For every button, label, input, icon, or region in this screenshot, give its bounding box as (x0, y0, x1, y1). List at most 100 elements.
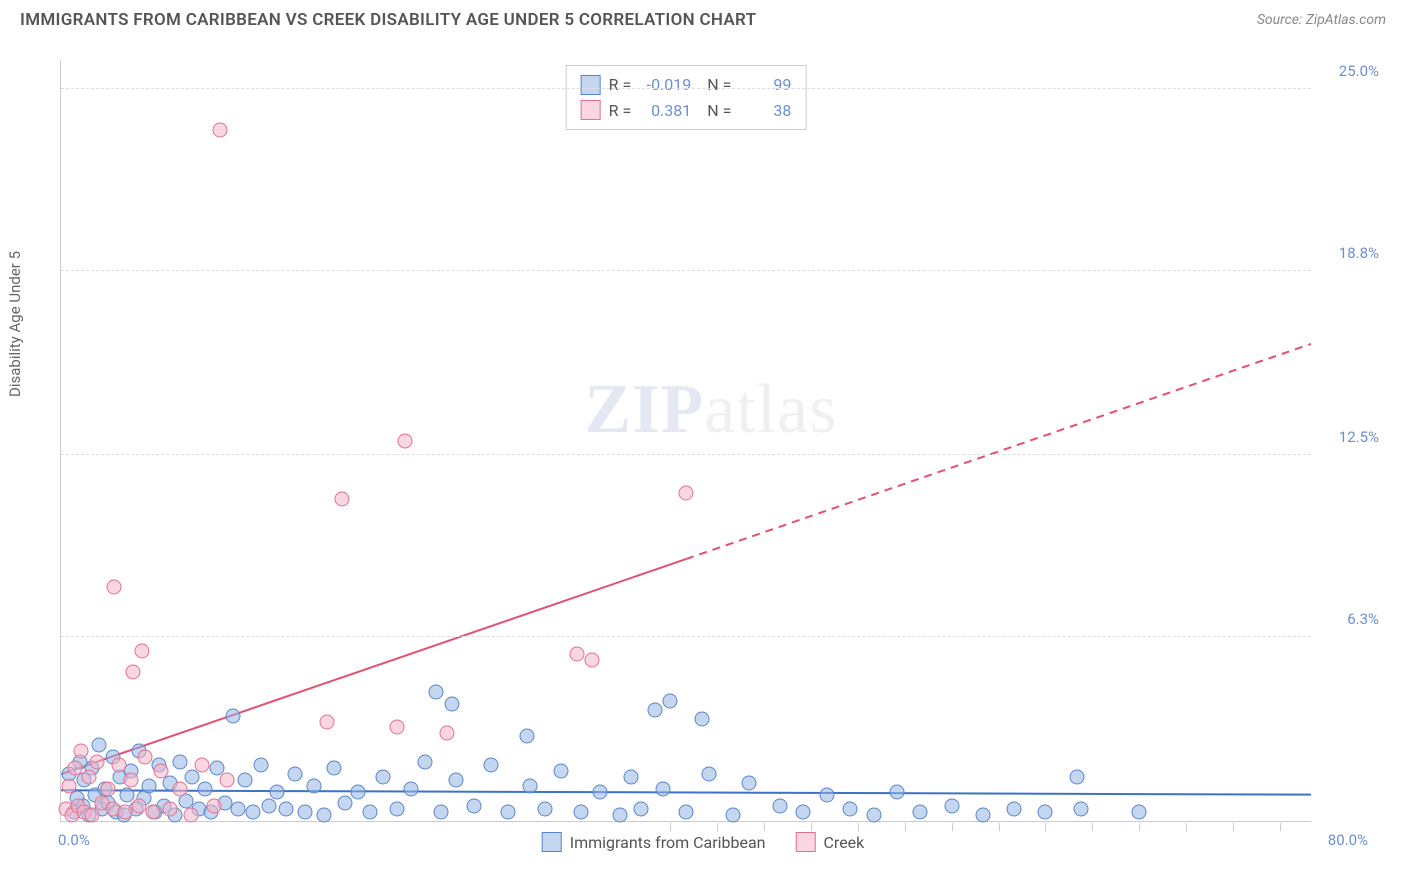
data-point (389, 720, 404, 735)
data-point (1069, 770, 1084, 785)
data-point (796, 805, 811, 820)
data-point (1038, 805, 1053, 820)
data-point (254, 758, 269, 773)
data-point (146, 805, 161, 820)
trend-lines (61, 60, 1311, 821)
data-point (363, 805, 378, 820)
data-point (500, 805, 515, 820)
data-point (82, 770, 97, 785)
data-point (124, 773, 139, 788)
data-point (522, 778, 537, 793)
x-tick (1045, 823, 1046, 831)
data-point (741, 775, 756, 790)
data-point (975, 808, 990, 823)
data-point (633, 802, 648, 817)
data-point (574, 805, 589, 820)
data-point (624, 770, 639, 785)
data-point (91, 737, 106, 752)
x-axis-max-label: 80.0% (1328, 831, 1368, 849)
data-point (89, 755, 104, 770)
source-prefix: Source: (1257, 12, 1306, 28)
legend-row-pink: R = 0.381 N = 38 (581, 98, 792, 124)
swatch-pink-icon (581, 100, 601, 120)
data-point (125, 664, 140, 679)
r-label: R = (609, 72, 632, 98)
data-point (172, 781, 187, 796)
data-point (316, 808, 331, 823)
y-tick-label: 25.0% (1339, 62, 1379, 80)
x-tick (952, 823, 953, 831)
data-point (647, 702, 662, 717)
chart-title: IMMIGRANTS FROM CARIBBEAN VS CREEK DISAB… (20, 10, 756, 30)
x-tick (717, 823, 718, 831)
gridline (61, 270, 1311, 271)
gridline (61, 88, 1311, 89)
x-tick (999, 823, 1000, 831)
data-point (132, 799, 147, 814)
data-point (679, 805, 694, 820)
x-tick (905, 823, 906, 831)
data-point (350, 784, 365, 799)
legend-item-pink: Creek (796, 832, 865, 852)
data-point (375, 770, 390, 785)
data-point (230, 802, 245, 817)
data-point (613, 808, 628, 823)
data-point (679, 486, 694, 501)
x-tick (1280, 823, 1281, 831)
trend-line-dashed (686, 344, 1311, 559)
data-point (655, 781, 670, 796)
data-point (702, 767, 717, 782)
data-point (141, 778, 156, 793)
data-point (207, 799, 222, 814)
n-value-pink: 38 (739, 98, 791, 124)
data-point (483, 758, 498, 773)
data-point (68, 761, 83, 776)
swatch-blue-icon (542, 832, 562, 852)
data-point (444, 696, 459, 711)
trend-line-solid (61, 790, 1311, 794)
n-value-blue: 99 (739, 72, 791, 98)
data-point (135, 644, 150, 659)
data-point (138, 749, 153, 764)
y-axis-label: Disability Age Under 5 (6, 251, 24, 397)
data-point (118, 805, 133, 820)
data-point (261, 799, 276, 814)
data-point (1132, 805, 1147, 820)
data-point (772, 799, 787, 814)
data-point (1074, 802, 1089, 817)
data-point (397, 433, 412, 448)
gridline (61, 636, 1311, 637)
data-point (866, 808, 881, 823)
source-name: ZipAtlas.com (1306, 12, 1386, 28)
data-point (288, 767, 303, 782)
data-point (843, 802, 858, 817)
data-point (404, 781, 419, 796)
data-point (389, 802, 404, 817)
r-value-pink: 0.381 (639, 98, 691, 124)
data-point (269, 784, 284, 799)
x-tick (1139, 823, 1140, 831)
chart-header: IMMIGRANTS FROM CARIBBEAN VS CREEK DISAB… (0, 0, 1406, 35)
data-point (663, 694, 678, 709)
data-point (225, 708, 240, 723)
data-point (466, 799, 481, 814)
y-tick-label: 18.8% (1339, 244, 1379, 262)
x-tick (1186, 823, 1187, 831)
data-point (439, 726, 454, 741)
watermark: ZIPatlas (585, 370, 838, 450)
legend-row-blue: R = -0.019 N = 99 (581, 72, 792, 98)
n-label: N = (699, 72, 731, 98)
data-point (593, 784, 608, 799)
y-tick-label: 12.5% (1339, 428, 1379, 446)
data-point (163, 802, 178, 817)
data-point (319, 714, 334, 729)
data-point (213, 123, 228, 138)
swatch-blue-icon (581, 75, 601, 95)
data-point (61, 778, 76, 793)
plot-area: ZIPatlas R = -0.019 N = 99 R = 0.381 N =… (60, 60, 1311, 822)
data-point (429, 685, 444, 700)
data-point (111, 758, 126, 773)
data-point (107, 579, 122, 594)
x-tick (1233, 823, 1234, 831)
data-point (238, 773, 253, 788)
